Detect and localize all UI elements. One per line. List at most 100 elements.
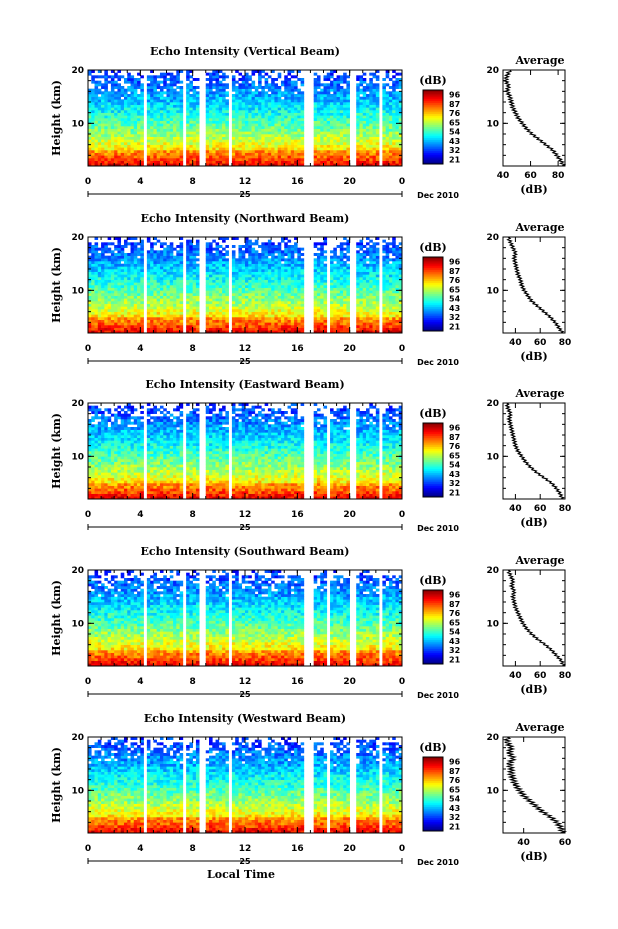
heatmap-cell (231, 319, 236, 323)
heatmap-cell (179, 144, 184, 148)
heatmap-cell (280, 112, 285, 116)
colorbar-segment (423, 141, 443, 145)
heatmap-cell (313, 91, 318, 95)
heatmap-cell (107, 96, 112, 100)
heatmap-cell (140, 277, 144, 280)
heatmap-cell (205, 96, 210, 100)
heatmap-cell (120, 107, 125, 111)
heatmap-cell (330, 72, 334, 76)
heatmap-cell (241, 152, 246, 156)
heatmap-cell (215, 70, 220, 73)
heatmap-cell (130, 319, 135, 323)
heatmap-cell (205, 107, 210, 111)
heatmap-cell (267, 327, 272, 331)
heatmap-cell (362, 99, 367, 103)
heatmap-cell (110, 303, 115, 307)
heatmap-cell (238, 160, 243, 164)
heatmap-cell (277, 325, 282, 328)
heatmap-cell (274, 287, 279, 291)
heatmap-cell (316, 139, 321, 143)
heatmap-cell (159, 158, 164, 161)
heatmap-cell (205, 250, 210, 254)
heatmap-cell (169, 242, 174, 246)
heatmap-cell (127, 131, 131, 135)
heatmap-cell (277, 277, 282, 280)
heatmap-cell (287, 123, 292, 127)
heatmap-cell (186, 147, 190, 151)
heatmap-cell (218, 163, 223, 167)
heatmap-cell (166, 102, 171, 105)
heatmap-cell (385, 131, 390, 135)
heatmap-cell (166, 271, 171, 275)
heatmap-cell (235, 88, 239, 92)
heatmap-cell (231, 285, 236, 288)
heatmap-cell (267, 163, 272, 167)
heatmap-cell (212, 287, 216, 291)
heatmap-cell (225, 99, 229, 103)
heatmap-cell (294, 303, 298, 307)
heatmap-cell (114, 144, 118, 148)
heatmap-cell (248, 104, 252, 108)
heatmap-cell (186, 152, 190, 156)
heatmap-cell (290, 317, 295, 320)
heatmap-cell (362, 160, 367, 164)
heatmap-cell (186, 163, 190, 167)
heatmap-cell (104, 136, 108, 140)
heatmap-cell (330, 150, 334, 153)
heatmap-cell (245, 314, 249, 318)
colorbar-tick-label: 76 (449, 109, 461, 118)
heatmap-cell (91, 139, 95, 143)
heatmap-cell (179, 160, 184, 164)
heatmap-cell (274, 139, 279, 143)
profile-x-tick-label: 80 (552, 171, 565, 181)
heatmap-cell (166, 322, 171, 326)
heatmap-cell (254, 327, 259, 331)
heatmap-cell (294, 147, 298, 151)
heatmap-cell (166, 107, 171, 111)
heatmap-cell (133, 242, 138, 246)
heatmap-cell (156, 293, 161, 296)
heatmap-cell (173, 247, 177, 251)
heatmap-cell (91, 112, 95, 116)
heatmap-cell (271, 271, 275, 275)
heatmap-cell (218, 325, 223, 328)
heatmap-cell (264, 158, 269, 161)
heatmap-cell (248, 96, 252, 100)
heatmap-cell (140, 327, 144, 331)
heatmap-cell (101, 136, 105, 140)
colorbar-segment (423, 102, 443, 106)
heatmap-cell (294, 322, 298, 326)
heatmap-cell (117, 306, 122, 310)
heatmap-cell (300, 120, 305, 124)
heatmap-cell (313, 158, 318, 161)
heatmap-cell (137, 131, 141, 135)
heatmap-cell (287, 287, 292, 291)
heatmap-cell (287, 131, 292, 135)
heatmap-cell (133, 126, 138, 129)
heatmap-cell (88, 285, 92, 288)
heatmap-cell (120, 303, 125, 307)
heatmap-cell (300, 80, 305, 84)
heatmap-cell (146, 287, 151, 291)
heatmap-cell (130, 91, 135, 95)
heatmap-cell (280, 160, 285, 164)
heatmap-cell (330, 86, 334, 89)
heatmap-cell (274, 158, 279, 161)
heatmap-cell (267, 158, 272, 161)
heatmap-cell (133, 123, 138, 127)
heatmap-cell (294, 314, 298, 318)
heatmap-cell (336, 123, 341, 127)
heatmap-cell (313, 107, 318, 111)
heatmap-cell (88, 301, 92, 304)
heatmap-cell (372, 160, 377, 164)
heatmap-cell (215, 75, 220, 79)
heatmap-cell (392, 142, 396, 145)
heatmap-cell (366, 110, 370, 113)
heatmap-cell (91, 78, 95, 81)
heatmap-cell (284, 118, 288, 121)
heatmap-cell (294, 330, 298, 334)
heatmap-cell (156, 279, 161, 283)
heatmap-cell (127, 306, 131, 310)
heatmap-cell (130, 325, 135, 328)
heatmap-cell (245, 303, 249, 307)
